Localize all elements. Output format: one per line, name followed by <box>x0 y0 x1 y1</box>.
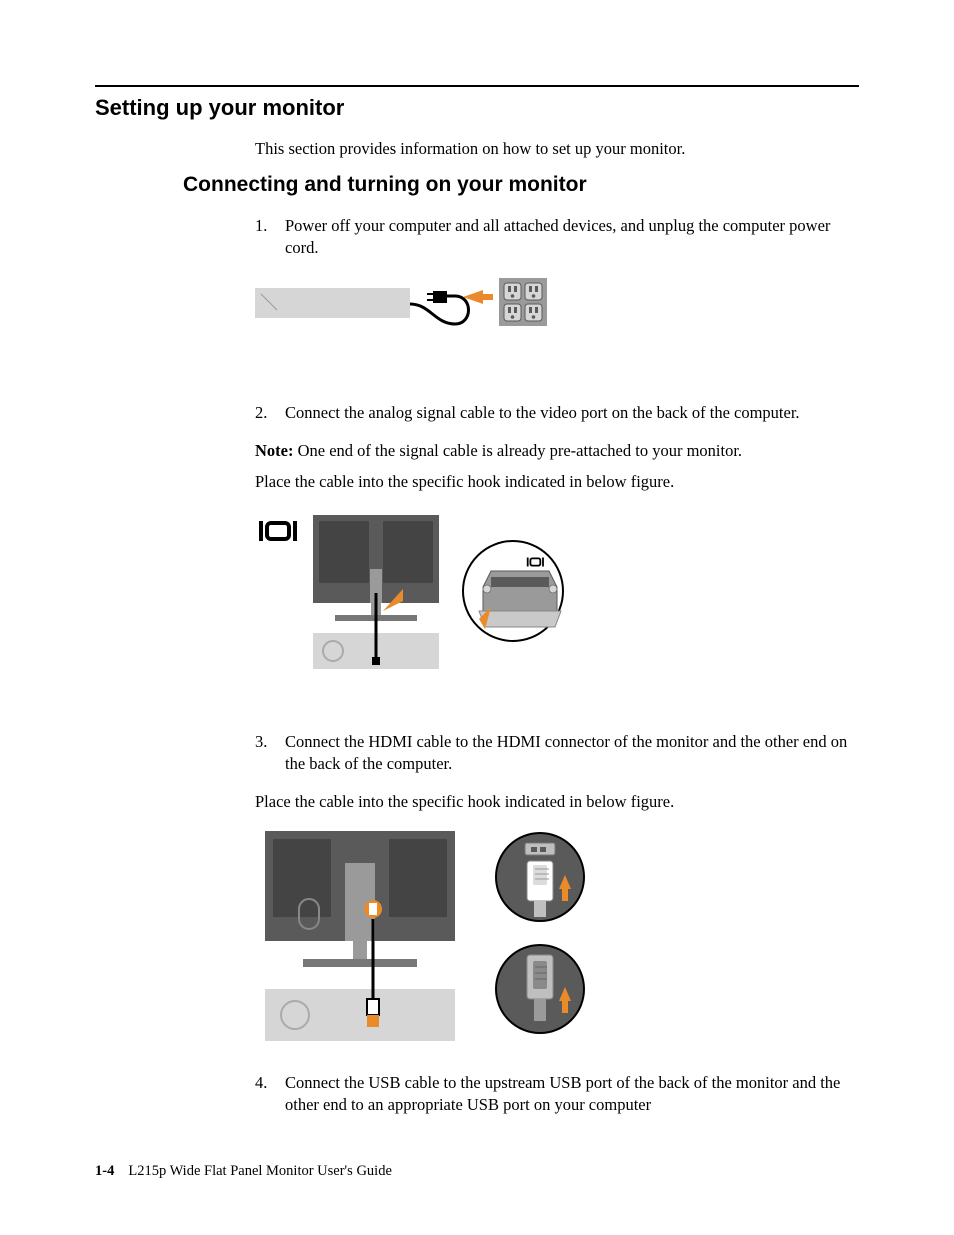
step-4: Connect the USB cable to the upstream US… <box>255 1072 859 1117</box>
figure-2 <box>255 511 859 671</box>
section-title: Connecting and turning on your monitor <box>183 173 859 197</box>
step-3: Connect the HDMI cable to the HDMI conne… <box>255 731 859 776</box>
page-number: 1-4 <box>95 1163 114 1179</box>
step-2: Connect the analog signal cable to the v… <box>255 402 859 424</box>
page-title: Setting up your monitor <box>95 95 859 121</box>
step-1: Power off your computer and all attached… <box>255 215 859 260</box>
figure-1 <box>255 274 859 332</box>
figure-3 <box>255 829 859 1054</box>
step-2-extra: Place the cable into the specific hook i… <box>255 469 859 495</box>
guide-title: L215p Wide Flat Panel Monitor User's Gui… <box>128 1163 392 1179</box>
step-3-extra: Place the cable into the specific hook i… <box>255 789 859 815</box>
step-2-note: Note: One end of the signal cable is alr… <box>255 438 859 464</box>
step-3-text: Connect the HDMI cable to the HDMI conne… <box>285 732 847 773</box>
step-4-text: Connect the USB cable to the upstream US… <box>285 1073 840 1114</box>
note-label: Note: <box>255 441 293 460</box>
step-2-note-text: One end of the signal cable is already p… <box>293 441 742 460</box>
intro-text: This section provides information on how… <box>255 139 859 159</box>
page-footer: 1-4 L215p Wide Flat Panel Monitor User's … <box>95 1163 392 1180</box>
top-rule <box>95 85 859 87</box>
step-1-text: Power off your computer and all attached… <box>285 216 830 257</box>
step-2-text: Connect the analog signal cable to the v… <box>285 403 800 422</box>
